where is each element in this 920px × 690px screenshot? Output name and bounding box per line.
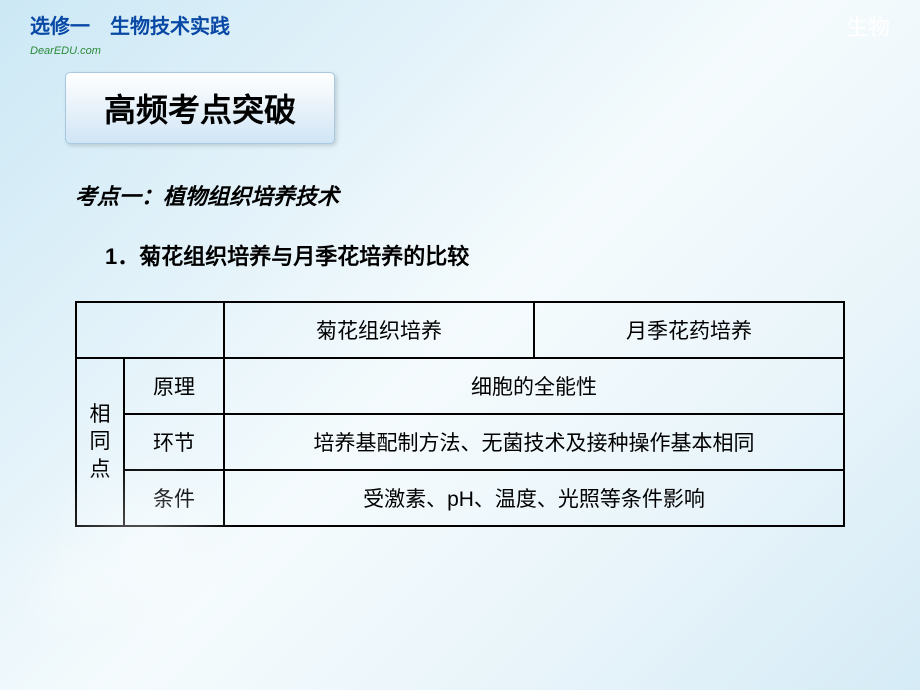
table-header-col1: 菊花组织培养 xyxy=(224,302,534,358)
section-title: 考点一：植物组织培养技术 xyxy=(75,179,920,211)
table-row-content: 受激素、pH、温度、光照等条件影响 xyxy=(224,470,844,526)
title-box-text: 高频考点突破 xyxy=(104,92,296,128)
table-row: 相同点 原理 细胞的全能性 xyxy=(76,358,844,414)
table-row-label: 原理 xyxy=(124,358,224,414)
header-left-text: 选修一 生物技术实践 xyxy=(30,10,230,42)
table-header-col2: 月季花药培养 xyxy=(534,302,844,358)
table-header-empty xyxy=(76,302,224,358)
title-box: 高频考点突破 xyxy=(65,72,335,144)
subsection-title: 1．菊花组织培养与月季花培养的比较 xyxy=(105,239,920,271)
table-row-content: 培养基配制方法、无菌技术及接种操作基本相同 xyxy=(224,414,844,470)
table-header-row: 菊花组织培养 月季花药培养 xyxy=(76,302,844,358)
table-row-content: 细胞的全能性 xyxy=(224,358,844,414)
header-right-text: 生物 xyxy=(846,10,890,42)
table-row: 环节 培养基配制方法、无菌技术及接种操作基本相同 xyxy=(76,414,844,470)
logo-text: DearEDU.com xyxy=(30,45,920,57)
